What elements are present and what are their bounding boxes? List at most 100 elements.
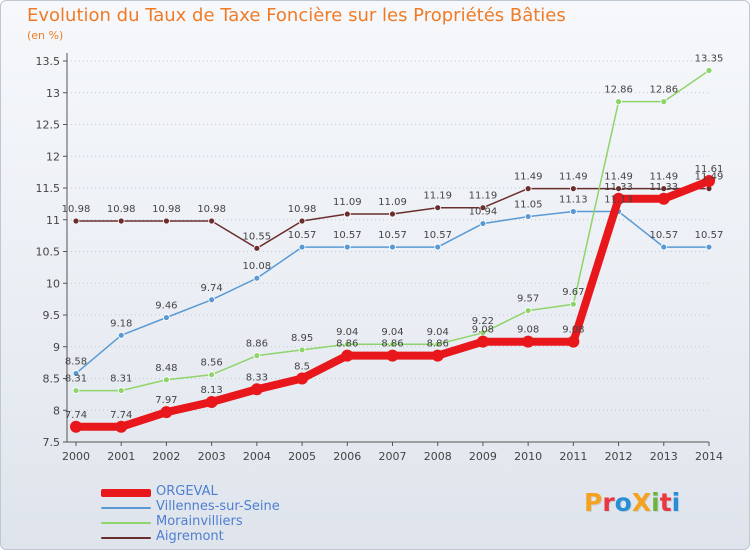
y-tick-label: 9.5 bbox=[43, 309, 61, 322]
data-label-morainvilliers: 8.86 bbox=[246, 339, 268, 350]
data-label-aigremont: 11.49 bbox=[695, 172, 724, 183]
data-label-orgeval: 8.86 bbox=[381, 339, 403, 350]
data-label-aigremont: 10.55 bbox=[243, 231, 272, 242]
x-tick-label: 2006 bbox=[333, 450, 361, 463]
x-tick-label: 2008 bbox=[424, 450, 452, 463]
data-label-orgeval: 11.33 bbox=[649, 182, 678, 193]
data-label-morainvilliers: 8.48 bbox=[155, 363, 177, 374]
data-label-aigremont: 11.49 bbox=[649, 172, 678, 183]
data-label-villennes-sur-seine: 11.05 bbox=[514, 200, 543, 211]
data-label-morainvilliers: 12.86 bbox=[604, 85, 633, 96]
data-point-aigremont bbox=[479, 204, 487, 212]
data-label-orgeval: 8.5 bbox=[294, 362, 310, 373]
data-point-villennes-sur-seine bbox=[163, 314, 170, 321]
legend-swatch-aigremont bbox=[101, 537, 151, 539]
data-label-aigremont: 11.09 bbox=[333, 197, 362, 208]
data-label-orgeval: 8.86 bbox=[427, 339, 449, 350]
data-point-orgeval bbox=[476, 335, 489, 348]
legend-label-morainvilliers: Morainvilliers bbox=[156, 514, 243, 529]
data-point-orgeval bbox=[567, 335, 580, 348]
legend-item-villennes-sur-seine: Villennes-sur-Seine bbox=[101, 499, 361, 515]
proxiti-logo: ProXiti bbox=[584, 489, 680, 517]
data-label-villennes-sur-seine: 11.13 bbox=[559, 194, 588, 205]
data-label-aigremont: 11.49 bbox=[604, 172, 633, 183]
data-label-villennes-sur-seine: 8.58 bbox=[65, 356, 87, 367]
data-point-orgeval bbox=[70, 420, 82, 433]
x-tick-label: 2010 bbox=[514, 450, 542, 463]
data-point-orgeval bbox=[296, 372, 309, 385]
y-tick-label: 10.5 bbox=[36, 246, 61, 259]
data-label-villennes-sur-seine: 10.57 bbox=[288, 230, 317, 241]
data-point-morainvilliers bbox=[72, 387, 80, 394]
data-point-villennes-sur-seine bbox=[298, 243, 306, 251]
data-label-aigremont: 10.98 bbox=[197, 204, 226, 215]
data-point-aigremont bbox=[298, 217, 306, 225]
data-point-orgeval bbox=[250, 383, 263, 396]
data-point-aigremont bbox=[163, 217, 170, 225]
logo-letter: r bbox=[602, 488, 615, 517]
data-point-orgeval bbox=[160, 406, 173, 419]
data-point-aigremont bbox=[615, 185, 622, 193]
data-label-villennes-sur-seine: 9.46 bbox=[155, 301, 177, 312]
data-label-villennes-sur-seine: 9.74 bbox=[201, 283, 223, 294]
x-tick-label: 2000 bbox=[62, 450, 90, 463]
chart-title: Evolution du Taux de Taxe Foncière sur l… bbox=[27, 5, 566, 26]
x-tick-label: 2003 bbox=[198, 450, 226, 463]
x-tick-label: 2004 bbox=[243, 450, 271, 463]
data-label-aigremont: 11.49 bbox=[559, 172, 588, 183]
data-label-orgeval: 11.33 bbox=[604, 182, 633, 193]
data-point-orgeval bbox=[431, 349, 444, 362]
data-label-morainvilliers: 13.35 bbox=[695, 54, 724, 65]
data-point-morainvilliers bbox=[343, 340, 351, 348]
data-label-orgeval: 7.74 bbox=[110, 410, 132, 421]
x-tick-label: 2007 bbox=[379, 450, 407, 463]
x-tick-label: 2011 bbox=[559, 450, 587, 463]
data-point-morainvilliers bbox=[705, 67, 713, 74]
logo-letter: X bbox=[631, 488, 652, 517]
data-point-aigremont bbox=[524, 185, 532, 193]
data-point-villennes-sur-seine bbox=[524, 213, 532, 220]
data-point-aigremont bbox=[343, 210, 351, 218]
data-point-morainvilliers bbox=[389, 340, 396, 348]
x-tick-label: 2009 bbox=[469, 450, 497, 463]
legend-swatch-morainvilliers bbox=[101, 522, 151, 524]
data-label-aigremont: 11.19 bbox=[469, 191, 498, 202]
x-tick-label: 2001 bbox=[107, 450, 135, 463]
data-point-villennes-sur-seine bbox=[343, 243, 351, 251]
data-point-aigremont bbox=[389, 210, 396, 218]
y-tick-label: 13.5 bbox=[36, 55, 61, 68]
data-point-villennes-sur-seine bbox=[434, 243, 442, 251]
data-label-aigremont: 11.19 bbox=[423, 191, 452, 202]
data-point-villennes-sur-seine bbox=[660, 243, 668, 251]
data-point-morainvilliers bbox=[524, 307, 532, 314]
data-label-morainvilliers: 9.04 bbox=[336, 327, 358, 338]
data-label-orgeval: 8.13 bbox=[201, 385, 223, 396]
data-label-orgeval: 11.61 bbox=[695, 164, 724, 175]
data-label-morainvilliers: 9.22 bbox=[472, 316, 494, 327]
data-label-morainvilliers: 9.04 bbox=[381, 327, 403, 338]
y-tick-label: 9 bbox=[53, 341, 60, 354]
logo-letter: P bbox=[584, 488, 603, 517]
data-point-morainvilliers bbox=[569, 300, 577, 308]
data-point-morainvilliers bbox=[660, 98, 668, 106]
y-tick-label: 13 bbox=[46, 87, 60, 100]
data-point-aigremont bbox=[660, 185, 668, 193]
data-label-morainvilliers: 9.57 bbox=[517, 294, 539, 305]
y-tick-label: 10 bbox=[46, 277, 60, 290]
data-label-villennes-sur-seine: 11.13 bbox=[604, 194, 633, 205]
data-label-orgeval: 7.74 bbox=[65, 410, 87, 421]
data-point-morainvilliers bbox=[615, 98, 622, 106]
y-tick-label: 12 bbox=[46, 150, 60, 163]
data-point-villennes-sur-seine bbox=[705, 243, 713, 251]
data-label-aigremont: 10.98 bbox=[107, 204, 136, 215]
data-point-aigremont bbox=[208, 217, 216, 225]
y-tick-label: 12.5 bbox=[36, 119, 61, 132]
legend-label-aigremont: Aigremont bbox=[156, 529, 224, 544]
data-point-villennes-sur-seine bbox=[117, 331, 125, 339]
data-label-morainvilliers: 9.67 bbox=[562, 287, 584, 298]
data-point-morainvilliers bbox=[298, 346, 306, 354]
legend-label-villennes-sur-seine: Villennes-sur-Seine bbox=[156, 499, 280, 514]
y-tick-label: 11.5 bbox=[36, 182, 61, 195]
x-tick-label: 2002 bbox=[152, 450, 180, 463]
data-label-morainvilliers: 8.31 bbox=[65, 374, 87, 385]
